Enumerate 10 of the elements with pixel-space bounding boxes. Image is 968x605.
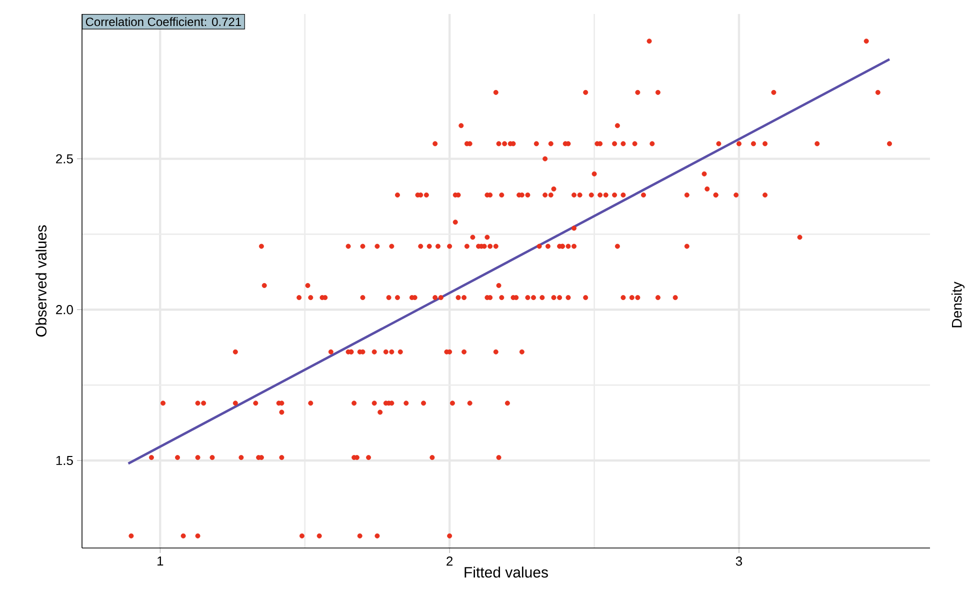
y-tick-label: 1.5	[56, 456, 73, 466]
x-axis-title: Fitted values	[464, 566, 548, 578]
x-tick-label: 1	[158, 556, 164, 566]
y-axis-title: Observed values	[36, 225, 47, 337]
x-tick-label: 3	[736, 556, 742, 566]
annotation: Correlation Coefficient: 0.721	[86, 17, 242, 26]
y-tick-label: 2.5	[56, 154, 73, 164]
y2-axis-title: Density	[951, 282, 965, 328]
x-tick-label: 2	[446, 556, 453, 566]
y-tick-label: 2.0	[56, 305, 73, 314]
